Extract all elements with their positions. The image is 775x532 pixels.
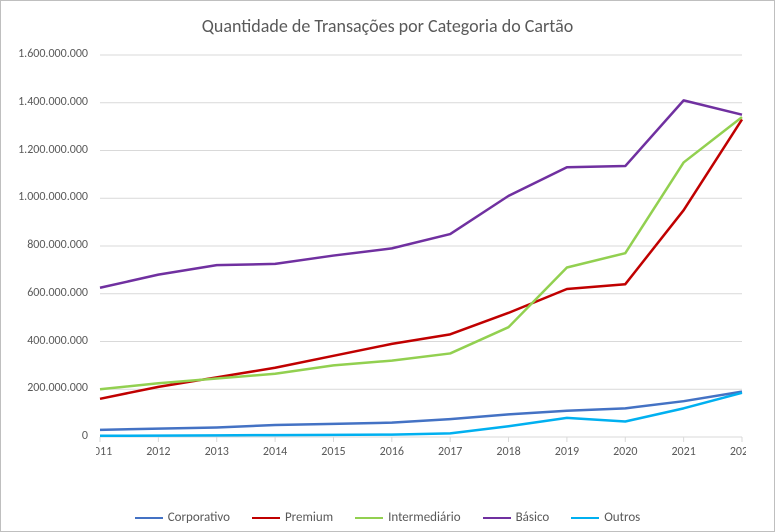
legend-label: Corporativo xyxy=(168,510,230,525)
y-tick-label: 1.000.000.000 xyxy=(1,190,88,204)
legend-swatch xyxy=(483,517,511,519)
x-tick-label: 2018 xyxy=(496,445,520,459)
x-tick-label: 2012 xyxy=(146,445,170,459)
chart-container: Quantidade de Transações por Categoria d… xyxy=(0,0,775,532)
legend-item: Premium xyxy=(252,510,333,525)
legend-label: Premium xyxy=(285,510,333,525)
y-tick-label: 1.200.000.000 xyxy=(1,143,88,157)
x-tick-label: 2020 xyxy=(613,445,637,459)
y-tick-label: 1.600.000.000 xyxy=(1,47,88,61)
x-tick-label: 2017 xyxy=(438,445,462,459)
series-line xyxy=(100,392,742,430)
x-tick-label: 2021 xyxy=(671,445,695,459)
legend-swatch xyxy=(571,517,599,519)
legend-label: Básico xyxy=(516,510,550,525)
x-tick-label: 2011 xyxy=(96,445,112,459)
legend: Corporativo Premium Intermediário Básico Out… xyxy=(1,510,774,525)
legend-label: Intermediário xyxy=(388,510,460,525)
legend-label: Outros xyxy=(604,510,640,525)
line-chart-svg: 2011 2012 2013 2014 2015 2016 2017 2018 2019 2020… xyxy=(96,51,746,461)
plot-area: 2011 2012 2013 2014 2015 2016 2017 2018 2019 2020… xyxy=(96,51,746,461)
x-tick-label: 2013 xyxy=(205,445,229,459)
y-tick-label: 1.400.000.000 xyxy=(1,95,88,109)
y-tick-label: 600.000.000 xyxy=(1,286,88,300)
legend-item: Básico xyxy=(483,510,550,525)
legend-swatch xyxy=(355,517,383,519)
chart-title: Quantidade de Transações por Categoria d… xyxy=(1,15,774,37)
legend-item: Intermediário xyxy=(355,510,460,525)
legend-item: Corporativo xyxy=(135,510,230,525)
legend-swatch xyxy=(135,517,163,519)
x-tick-label: 2014 xyxy=(263,445,287,459)
y-tick-label: 0 xyxy=(1,429,88,443)
x-tick-label: 2016 xyxy=(380,445,404,459)
series-line xyxy=(100,117,742,389)
x-tick-label: 2022 xyxy=(730,445,746,459)
y-tick-label: 400.000.000 xyxy=(1,334,88,348)
legend-item: Outros xyxy=(571,510,640,525)
y-tick-label: 200.000.000 xyxy=(1,381,88,395)
x-tick-label: 2019 xyxy=(555,445,579,459)
y-tick-label: 800.000.000 xyxy=(1,238,88,252)
series-line xyxy=(100,393,742,436)
legend-swatch xyxy=(252,517,280,519)
x-tick-label: 2015 xyxy=(321,445,345,459)
